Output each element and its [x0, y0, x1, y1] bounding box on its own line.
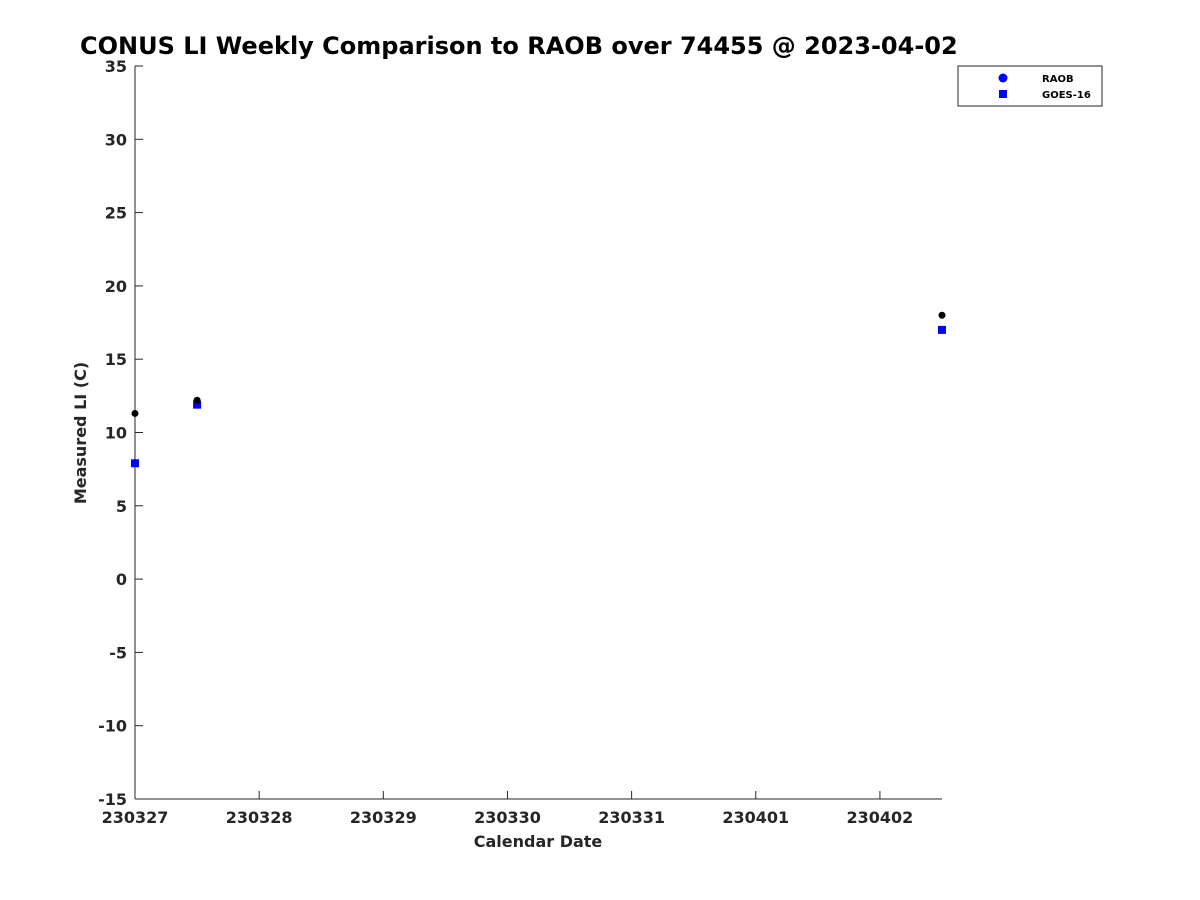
x-tick-label: 230402: [847, 808, 914, 827]
y-tick-label: 0: [116, 570, 127, 589]
x-axis-label: Calendar Date: [474, 832, 603, 851]
data-marks: [131, 311, 946, 468]
chart-title: CONUS LI Weekly Comparison to RAOB over …: [80, 32, 958, 60]
x-tick-label: 230401: [722, 808, 789, 827]
y-tick-label: -10: [98, 717, 127, 736]
goes-16-point: [938, 325, 946, 334]
y-tick-label: 15: [105, 350, 127, 369]
raob-point: [938, 311, 946, 319]
y-tick-label: 35: [105, 57, 127, 76]
raob-point: [131, 409, 139, 417]
axes: -15 -10 -5 0 5 10 15 20 25 30 35 230327 230328 230329…: [98, 57, 942, 827]
x-tick-label: 230330: [474, 808, 541, 827]
goes-16-point: [131, 459, 139, 468]
legend-label-raob: RAOB: [1042, 74, 1074, 85]
y-tick-label: -5: [109, 643, 127, 662]
legend-label-goes-16: GOES-16: [1042, 90, 1091, 101]
legend: RAOB GOES-16: [957, 65, 1103, 107]
y-tick-label: 10: [105, 424, 127, 443]
legend-box: [957, 65, 1103, 107]
y-tick-label: 5: [116, 497, 127, 516]
y-tick-label: 25: [105, 204, 127, 223]
legend-marker-raob: [998, 73, 1008, 83]
legend-marker-goes-16: [999, 90, 1007, 98]
y-tick-label: 30: [105, 130, 127, 149]
y-tick-label: 20: [105, 277, 127, 296]
x-tick-label: 230329: [350, 808, 417, 827]
raob-point: [193, 396, 201, 404]
y-axis-label: Measured LI (C): [71, 362, 90, 504]
x-tick-label: 230327: [102, 808, 169, 827]
goes-16-point: [193, 400, 202, 409]
y-tick-label: -15: [98, 790, 127, 809]
x-tick-label: 230331: [598, 808, 665, 827]
x-tick-label: 230328: [226, 808, 293, 827]
